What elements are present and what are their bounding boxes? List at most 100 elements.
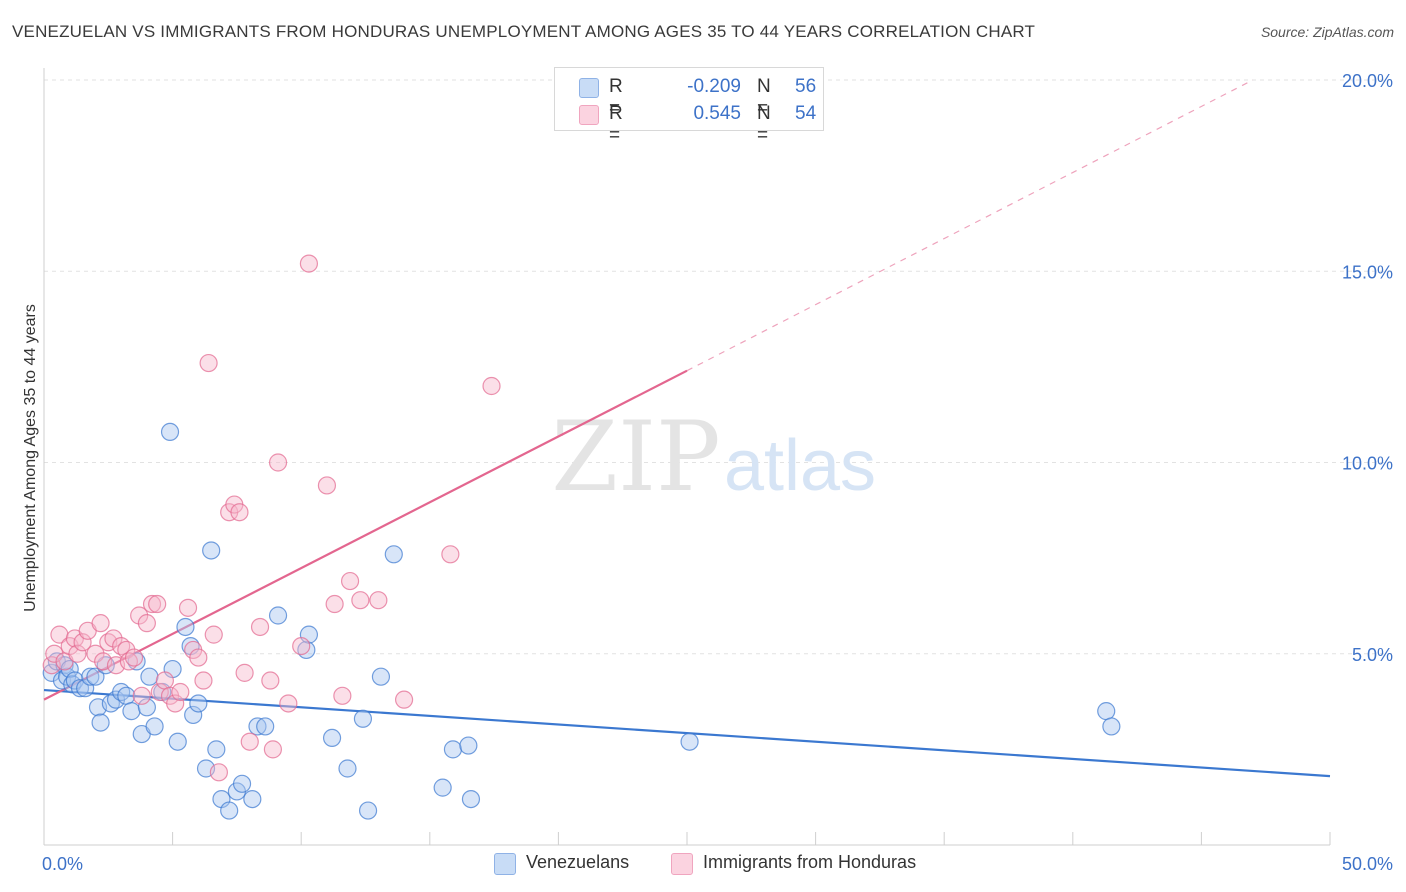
point-honduras: [104, 629, 123, 648]
point-venezuelans: [176, 617, 195, 637]
point-venezuelans: [680, 732, 699, 751]
point-honduras: [333, 686, 352, 705]
point-venezuelans: [122, 702, 141, 721]
point-honduras: [155, 671, 174, 690]
point-venezuelans: [371, 667, 391, 686]
point-venezuelans: [202, 541, 221, 560]
point-honduras: [68, 644, 87, 663]
y-tick-label: 5.0%: [1352, 645, 1393, 665]
point-honduras: [86, 644, 105, 663]
point-venezuelans: [145, 717, 164, 736]
point-venezuelans: [322, 728, 342, 748]
point-honduras: [199, 353, 218, 373]
watermark-atlas: atlas: [724, 426, 876, 506]
point-venezuelans: [459, 736, 478, 755]
point-venezuelans: [232, 774, 252, 793]
point-venezuelans: [1097, 702, 1116, 721]
point-venezuelans: [384, 545, 403, 564]
point-honduras: [148, 594, 167, 614]
point-venezuelans: [137, 698, 156, 717]
y-tick-label: 20.0%: [1342, 71, 1393, 91]
bottom-legend-swatch-pink: [671, 853, 693, 875]
trend-line-honduras: [43, 369, 688, 701]
legend-r-value: 0.545: [693, 103, 741, 124]
legend-r-label: R =: [609, 103, 623, 146]
point-honduras: [279, 694, 298, 713]
bottom-legend-label: Venezuelans: [526, 852, 630, 872]
point-venezuelans: [248, 717, 267, 736]
point-venezuelans: [91, 713, 110, 732]
point-venezuelans: [220, 801, 239, 820]
point-honduras: [142, 594, 162, 614]
legend-n-label: N =: [757, 103, 771, 146]
point-venezuelans: [70, 679, 90, 698]
point-honduras: [317, 476, 337, 495]
point-honduras: [117, 640, 136, 660]
y-tick-label: 15.0%: [1342, 262, 1393, 282]
point-honduras: [235, 663, 254, 682]
point-honduras: [292, 636, 311, 656]
point-venezuelans: [353, 709, 373, 728]
point-venezuelans: [160, 422, 180, 441]
correlation-legend: R = -0.209 N = 56 R = 0.545 N = 54: [554, 67, 824, 146]
point-venezuelans: [358, 801, 378, 820]
point-venezuelans: [461, 789, 481, 809]
point-honduras: [132, 686, 151, 705]
point-venezuelans: [268, 606, 288, 625]
legend-n-label: N =: [757, 76, 771, 119]
point-honduras: [209, 763, 228, 782]
legend-n-value: 56: [795, 76, 817, 97]
y-axis-label: Unemployment Among Ages 35 to 44 years: [22, 304, 39, 612]
axes: [43, 68, 1331, 846]
point-honduras: [441, 545, 460, 564]
point-honduras: [263, 740, 283, 759]
legend-n-value: 54: [795, 103, 817, 124]
point-honduras: [325, 594, 344, 614]
point-honduras: [178, 598, 198, 617]
x-tick-label: 0.0%: [42, 854, 83, 874]
point-venezuelans: [168, 732, 187, 751]
point-honduras: [482, 376, 501, 396]
source-label: Source: ZipAtlas.com: [1260, 24, 1394, 40]
point-honduras: [150, 682, 169, 702]
point-venezuelans: [189, 694, 208, 713]
point-honduras: [194, 671, 213, 690]
point-honduras: [340, 571, 360, 591]
trend-line-honduras-extension: [686, 79, 1254, 372]
point-venezuelans: [86, 667, 105, 686]
point-venezuelans: [338, 759, 357, 778]
watermark-zip: ZIP: [551, 401, 720, 513]
point-venezuelans: [1102, 717, 1121, 736]
bottom-legend-label: Immigrants from Honduras: [703, 852, 917, 872]
point-venezuelans: [243, 789, 262, 809]
legend-swatch-pink: [579, 105, 599, 125]
point-honduras: [369, 591, 388, 610]
legend-r-label: R =: [609, 76, 623, 119]
point-honduras: [130, 606, 149, 625]
point-venezuelans: [81, 667, 100, 686]
point-honduras: [394, 690, 414, 709]
legend-r-value: -0.209: [687, 76, 741, 97]
point-venezuelans: [184, 705, 203, 725]
x-tick-label: 50.0%: [1342, 854, 1393, 874]
point-honduras: [268, 453, 288, 472]
point-honduras: [189, 648, 208, 667]
point-honduras: [45, 644, 64, 663]
point-venezuelans: [207, 740, 226, 759]
point-venezuelans: [76, 679, 95, 698]
point-honduras: [137, 614, 156, 633]
point-honduras: [351, 591, 370, 610]
point-honduras: [299, 254, 319, 273]
point-honduras: [166, 694, 185, 713]
bottom-legend-swatch-blue: [494, 853, 516, 875]
point-honduras: [240, 732, 259, 751]
point-venezuelans: [443, 740, 463, 759]
point-honduras: [261, 671, 280, 690]
point-honduras: [204, 625, 223, 644]
watermark: ZIP atlas: [551, 401, 876, 513]
grid-lines: [44, 79, 1395, 655]
point-honduras: [171, 682, 190, 702]
data-points: [42, 254, 1121, 820]
point-honduras: [250, 617, 270, 637]
